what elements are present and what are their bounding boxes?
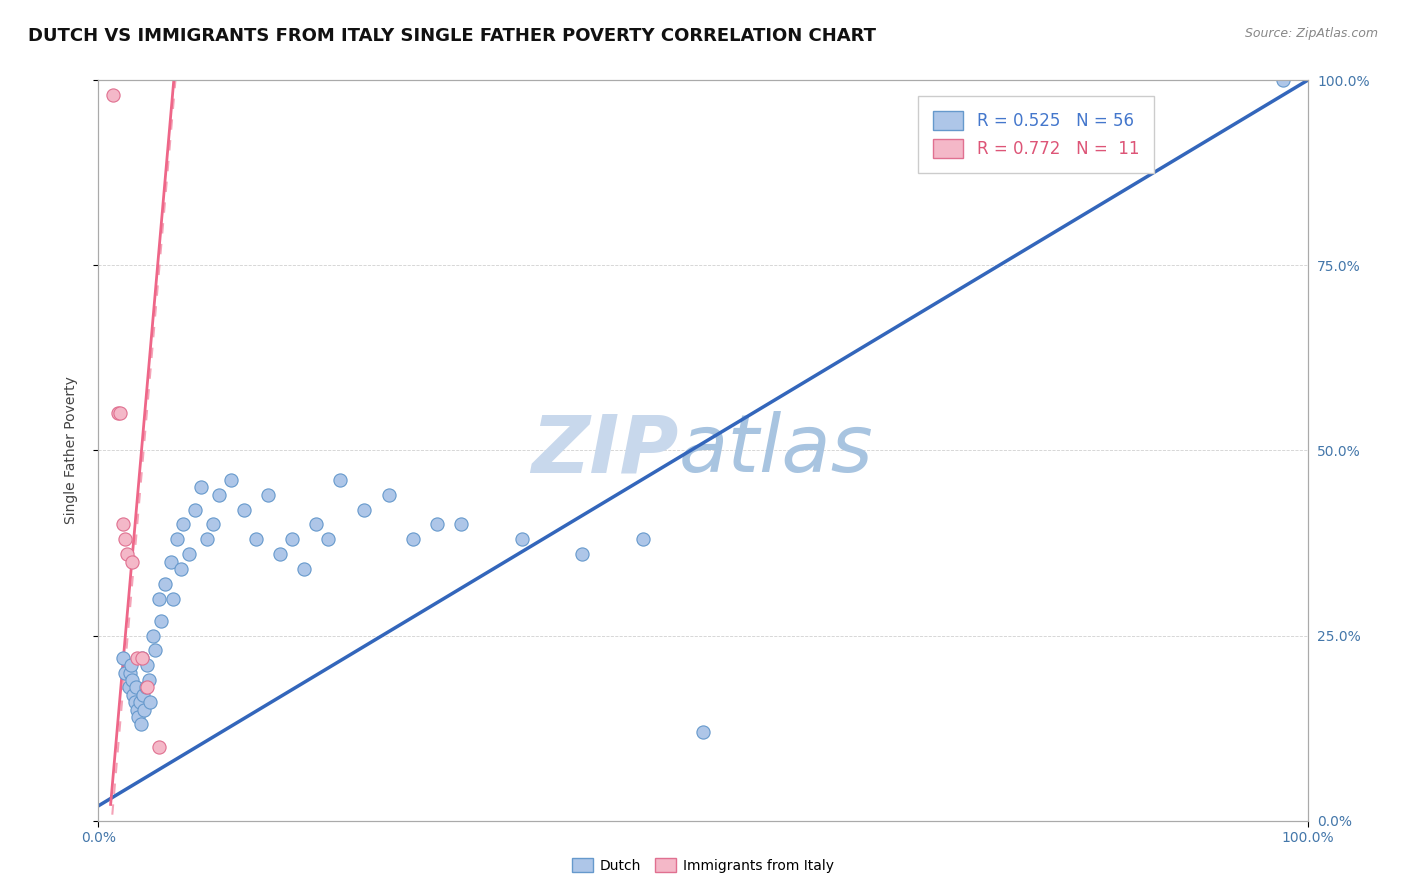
Point bbox=[128, 695, 150, 709]
Point bbox=[142, 628, 165, 642]
Point bbox=[114, 665, 136, 680]
Point bbox=[316, 533, 339, 547]
Point bbox=[143, 643, 166, 657]
Point bbox=[118, 681, 141, 695]
Point bbox=[269, 547, 291, 561]
Point bbox=[190, 480, 212, 494]
Point bbox=[305, 517, 328, 532]
Point bbox=[281, 533, 304, 547]
Point bbox=[132, 688, 155, 702]
Point bbox=[208, 488, 231, 502]
Point bbox=[107, 407, 129, 421]
Point bbox=[202, 517, 225, 532]
Point bbox=[124, 695, 146, 709]
Point bbox=[166, 533, 188, 547]
Point bbox=[353, 502, 375, 516]
Point bbox=[160, 555, 183, 569]
Point bbox=[292, 562, 315, 576]
Point bbox=[256, 488, 278, 502]
Point bbox=[153, 576, 176, 591]
Point bbox=[129, 717, 152, 731]
Point bbox=[510, 533, 533, 547]
Point bbox=[127, 710, 149, 724]
Point bbox=[127, 650, 149, 665]
Point bbox=[111, 650, 134, 665]
Point bbox=[692, 724, 714, 739]
Point bbox=[108, 407, 131, 421]
Point bbox=[172, 517, 194, 532]
Point bbox=[148, 591, 170, 606]
Point bbox=[221, 473, 243, 487]
Point bbox=[101, 88, 124, 103]
Point bbox=[135, 681, 157, 695]
Point bbox=[329, 473, 352, 487]
Point bbox=[131, 650, 153, 665]
Text: atlas: atlas bbox=[679, 411, 873, 490]
Text: Source: ZipAtlas.com: Source: ZipAtlas.com bbox=[1244, 27, 1378, 40]
Point bbox=[121, 673, 143, 687]
Point bbox=[139, 695, 162, 709]
Point bbox=[138, 673, 160, 687]
Point bbox=[135, 658, 157, 673]
Point bbox=[1272, 73, 1295, 87]
Point bbox=[184, 502, 207, 516]
Point bbox=[232, 502, 254, 516]
Point bbox=[148, 739, 170, 754]
Point bbox=[377, 488, 399, 502]
Text: ZIP: ZIP bbox=[531, 411, 679, 490]
Point bbox=[426, 517, 449, 532]
Point bbox=[631, 533, 654, 547]
Point bbox=[179, 547, 201, 561]
Point bbox=[117, 547, 139, 561]
Point bbox=[120, 658, 142, 673]
Point bbox=[121, 555, 143, 569]
Point bbox=[245, 533, 267, 547]
Y-axis label: Single Father Poverty: Single Father Poverty bbox=[63, 376, 77, 524]
Point bbox=[150, 614, 173, 628]
Point bbox=[169, 562, 191, 576]
Point bbox=[162, 591, 184, 606]
Point bbox=[134, 703, 156, 717]
Point bbox=[114, 533, 136, 547]
Point bbox=[450, 517, 472, 532]
Point bbox=[571, 547, 593, 561]
Point bbox=[125, 681, 148, 695]
Point bbox=[135, 681, 157, 695]
Point bbox=[131, 650, 153, 665]
Text: DUTCH VS IMMIGRANTS FROM ITALY SINGLE FATHER POVERTY CORRELATION CHART: DUTCH VS IMMIGRANTS FROM ITALY SINGLE FA… bbox=[28, 27, 876, 45]
Point bbox=[122, 688, 145, 702]
Legend: R = 0.525   N = 56, R = 0.772   N =  11: R = 0.525 N = 56, R = 0.772 N = 11 bbox=[918, 96, 1154, 173]
Point bbox=[111, 517, 134, 532]
Point bbox=[402, 533, 425, 547]
Point bbox=[195, 533, 218, 547]
Point bbox=[127, 703, 149, 717]
Legend: Dutch, Immigrants from Italy: Dutch, Immigrants from Italy bbox=[567, 852, 839, 879]
Point bbox=[118, 665, 141, 680]
